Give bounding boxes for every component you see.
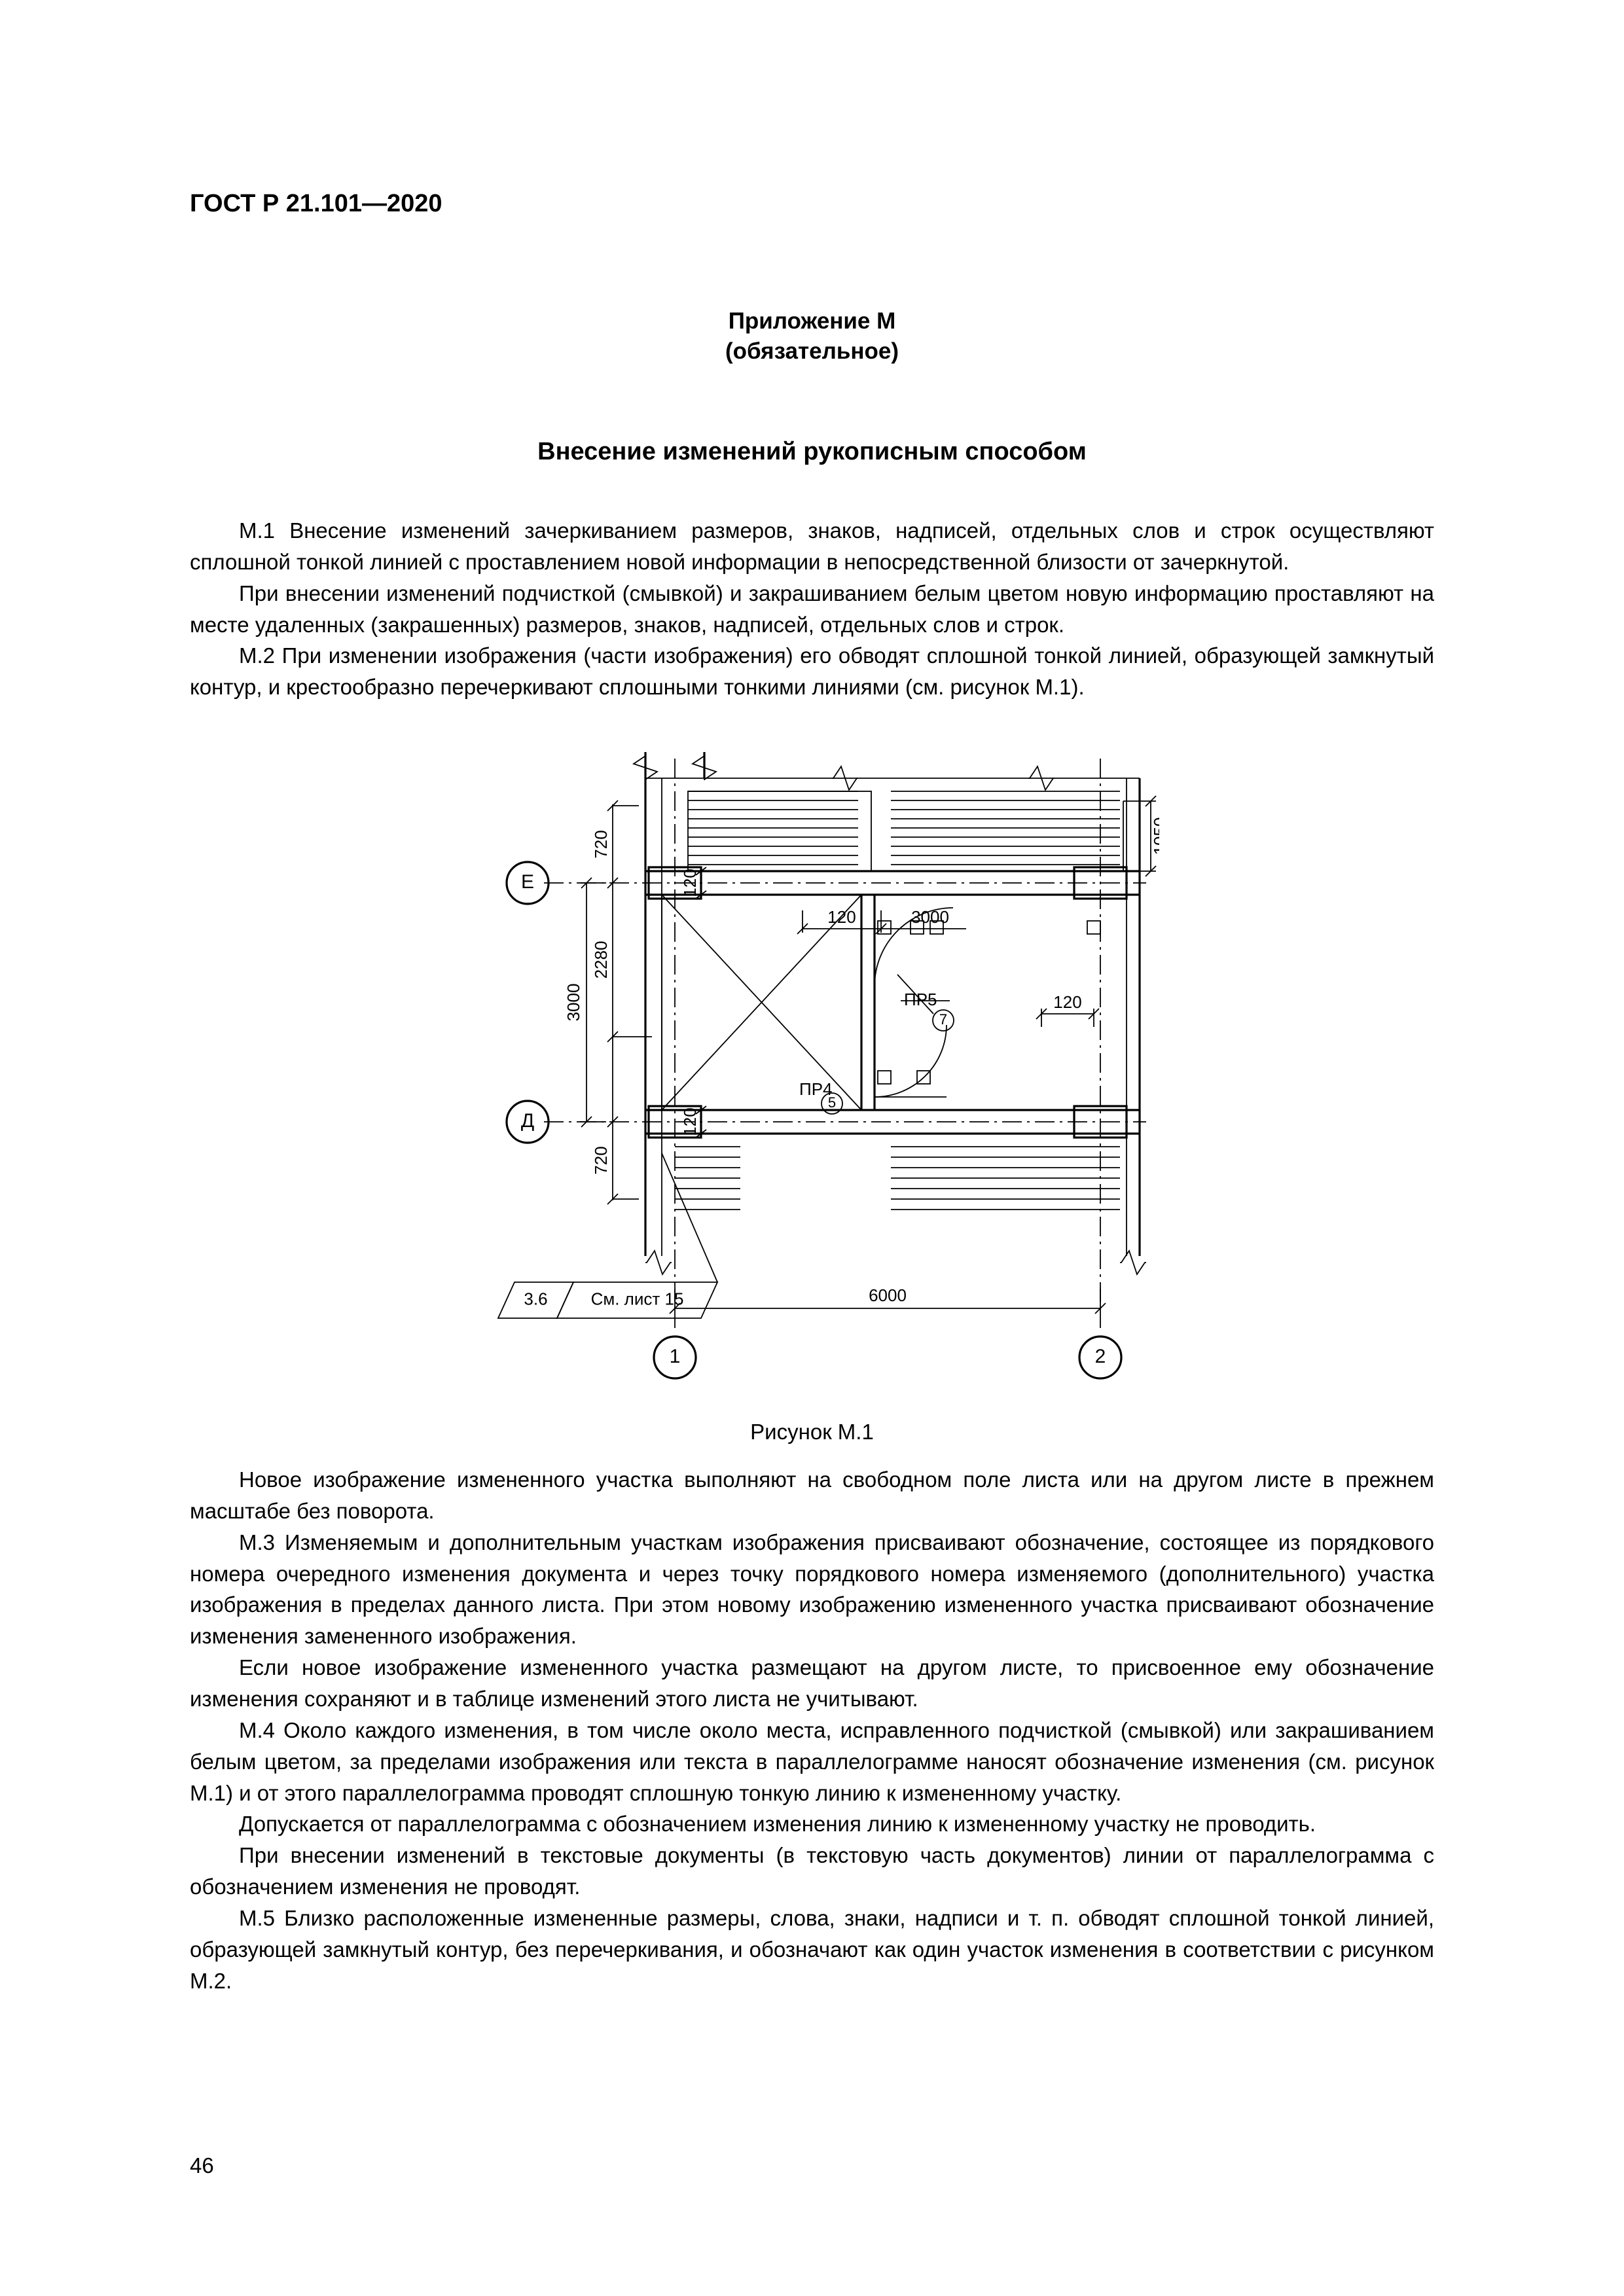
svg-text:120: 120 [679, 1107, 699, 1136]
paragraph-m4b: Допускается от параллелограмма с обознач… [190, 1808, 1434, 1840]
document-header: ГОСТ Р 21.101—2020 [190, 190, 1434, 218]
paragraph-m3: М.3 Изменяемым и дополнительным участкам… [190, 1527, 1434, 1652]
paragraph-m3b: Если новое изображение измененного участ… [190, 1652, 1434, 1715]
paragraph-m2: М.2 При изменении изображения (части изо… [190, 640, 1434, 703]
svg-text:3000: 3000 [563, 984, 583, 1022]
svg-text:720: 720 [590, 830, 610, 858]
svg-text:2: 2 [1094, 1346, 1106, 1367]
figure-m1: 30007202280720ЕД1212012030001050120120ПР… [190, 739, 1434, 1444]
page-number: 46 [190, 2153, 214, 2178]
body-block-2: Новое изображение измененного участка вы… [190, 1464, 1434, 1996]
paragraph-m4: М.4 Около каждого изменения, в том числе… [190, 1715, 1434, 1809]
svg-text:7: 7 [939, 1011, 947, 1028]
svg-text:6000: 6000 [869, 1285, 907, 1305]
appendix-line-1: Приложение М [190, 306, 1434, 336]
svg-text:1050: 1050 [1149, 817, 1159, 855]
paragraph-m5: М.5 Близко расположенные измененные разм… [190, 1903, 1434, 1997]
figure-caption: Рисунок М.1 [190, 1420, 1434, 1444]
paragraph-m1: М.1 Внесение изменений зачеркиванием раз… [190, 515, 1434, 578]
paragraph-m1b: При внесении изменений подчисткой (смывк… [190, 578, 1434, 641]
appendix-title: Приложение М (обязательное) [190, 306, 1434, 366]
svg-text:120: 120 [1053, 992, 1081, 1012]
figure-m1-svg: 30007202280720ЕД1212012030001050120120ПР… [465, 739, 1159, 1393]
svg-text:3000: 3000 [911, 907, 949, 927]
svg-text:2280: 2280 [590, 941, 610, 979]
svg-text:1: 1 [669, 1346, 680, 1367]
body-block-1: М.1 Внесение изменений зачеркиванием раз… [190, 515, 1434, 703]
svg-text:Е: Е [520, 871, 533, 893]
paragraph-after-fig: Новое изображение измененного участка вы… [190, 1464, 1434, 1527]
section-title: Внесение изменений рукописным способом [190, 438, 1434, 466]
svg-text:Д: Д [520, 1110, 533, 1132]
appendix-line-2: (обязательное) [190, 336, 1434, 367]
svg-text:720: 720 [590, 1146, 610, 1174]
svg-text:120: 120 [827, 907, 856, 927]
svg-text:См. лист 15: См. лист 15 [590, 1289, 683, 1308]
svg-text:5: 5 [827, 1094, 835, 1111]
svg-text:120: 120 [679, 869, 699, 897]
paragraph-m4c: При внесении изменений в текстовые докум… [190, 1840, 1434, 1903]
svg-text:3.6: 3.6 [524, 1289, 547, 1308]
